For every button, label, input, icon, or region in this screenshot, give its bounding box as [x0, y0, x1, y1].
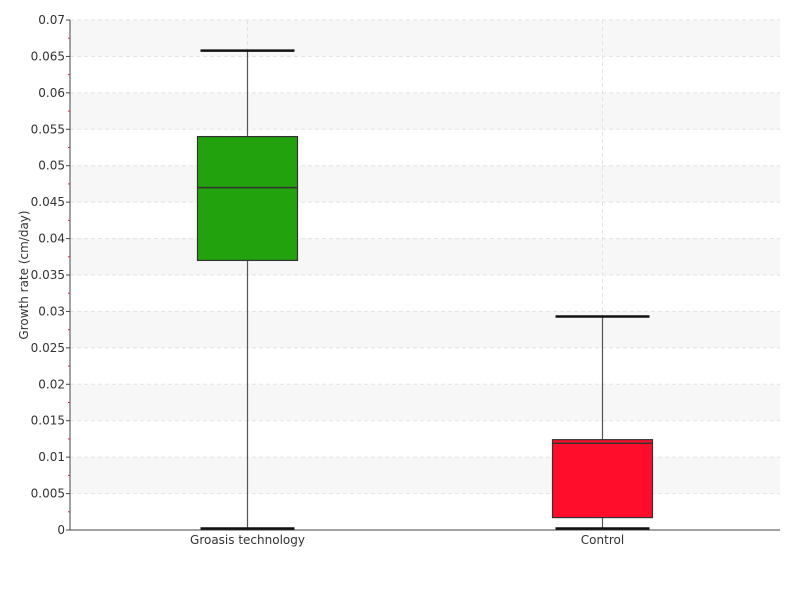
y-tick-label: 0 [57, 523, 65, 537]
y-tick-label: 0.03 [38, 304, 65, 318]
box-iqr [551, 439, 654, 519]
grid-band [70, 92, 780, 130]
y-tick-label: 0.025 [31, 341, 65, 355]
y-tick-label: 0.02 [38, 377, 65, 391]
grid-band [70, 457, 780, 494]
y-tick-label: 0.01 [38, 450, 65, 464]
boxes [196, 49, 654, 530]
y-tick-label: 0.045 [31, 195, 65, 209]
grid-band [70, 384, 780, 421]
y-tick-label: 0.06 [38, 86, 65, 100]
grid-band [70, 20, 780, 57]
box-0 [196, 49, 299, 530]
y-tick-label: 0.005 [31, 487, 65, 501]
category-labels: Groasis technology Control [190, 533, 624, 547]
y-axis-title: Growth rate (cm/day) [17, 210, 31, 339]
grid-band [70, 311, 780, 348]
x-category-label: Groasis technology [190, 533, 305, 547]
x-category-label: Control [581, 533, 624, 547]
grid-band [70, 165, 780, 203]
box-iqr [196, 135, 299, 262]
y-tick-label: 0.05 [38, 159, 65, 173]
y-tick-label: 0.07 [38, 13, 65, 27]
y-tick-label: 0.015 [31, 414, 65, 428]
grid-bands [70, 20, 780, 494]
box-1 [551, 315, 654, 530]
y-ticks: 0 0.005 0.01 0.015 0.02 0.025 0.03 0.035 0.04 0.0… [31, 13, 70, 537]
y-tick-label: 0.065 [31, 49, 65, 63]
y-tick-label: 0.04 [38, 232, 65, 246]
y-tick-label: 0.055 [31, 122, 65, 136]
y-tick-label: 0.035 [31, 268, 65, 282]
grid-band [70, 238, 780, 275]
